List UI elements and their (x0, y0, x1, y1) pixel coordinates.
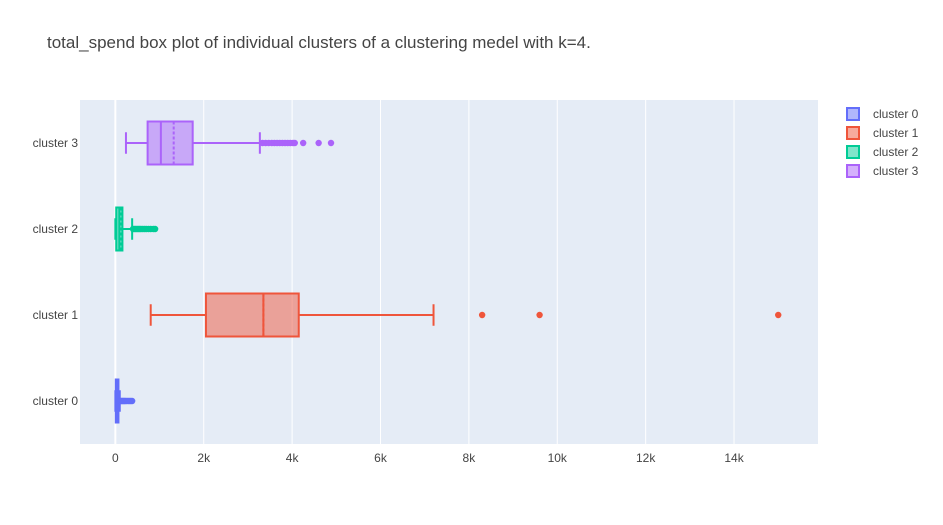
box-cluster-3 (124, 120, 335, 166)
outlier-point (327, 139, 335, 147)
box-iqr (204, 292, 300, 338)
x-tick-label: 8k (463, 451, 477, 465)
x-tick-label: 2k (197, 451, 211, 465)
x-tick-label: 4k (286, 451, 300, 465)
outlier-point (151, 225, 159, 233)
y-tick-label: cluster 0 (33, 394, 79, 408)
outlier-point (291, 139, 298, 147)
y-tick-label: cluster 1 (33, 308, 79, 322)
outlier-point (299, 139, 307, 147)
legend[interactable]: cluster 0 cluster 1 cluster 2 cluster 3 (846, 107, 919, 178)
plot-area (80, 100, 818, 444)
legend-label: cluster 2 (873, 145, 919, 159)
legend-swatch (846, 126, 860, 140)
legend-item-cluster-2[interactable]: cluster 2 (846, 145, 919, 159)
y-tick-label: cluster 3 (33, 136, 79, 150)
legend-label: cluster 3 (873, 164, 919, 178)
legend-swatch (846, 107, 860, 121)
y-axis-ticks: cluster 0 cluster 1 cluster 2 cluster 3 (33, 136, 79, 408)
box-cluster-2 (114, 206, 159, 252)
chart-title: total_spend box plot of individual clust… (47, 33, 591, 52)
legend-swatch (846, 164, 860, 178)
legend-label: cluster 0 (873, 107, 919, 121)
y-tick-label: cluster 2 (33, 222, 79, 236)
legend-item-cluster-3[interactable]: cluster 3 (846, 164, 919, 178)
outlier-point (536, 311, 543, 319)
box-cluster-1 (149, 292, 782, 338)
legend-item-cluster-0[interactable]: cluster 0 (846, 107, 919, 121)
outlier-point (315, 139, 322, 147)
outlier-point (775, 311, 782, 319)
x-tick-label: 6k (374, 451, 388, 465)
outlier-point (478, 311, 486, 319)
box-iqr (146, 120, 194, 166)
x-tick-label: 0 (112, 451, 119, 465)
x-tick-label: 10k (548, 451, 568, 465)
x-tick-label: 14k (724, 451, 744, 465)
legend-item-cluster-1[interactable]: cluster 1 (846, 126, 919, 140)
box-cluster-0 (114, 378, 136, 424)
legend-swatch (846, 145, 860, 159)
boxes (114, 120, 782, 424)
x-axis-ticks: 0 2k 4k 6k 8k 10k 12k 14k (112, 451, 745, 465)
x-tick-label: 12k (636, 451, 656, 465)
outlier-point (128, 397, 136, 405)
legend-label: cluster 1 (873, 126, 919, 140)
